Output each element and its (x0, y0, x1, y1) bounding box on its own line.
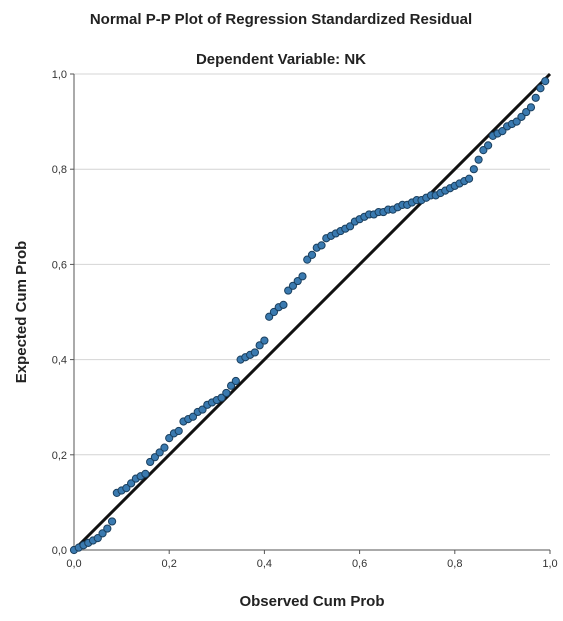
x-axis-title: Observed Cum Prob (239, 593, 384, 610)
data-point (260, 336, 269, 345)
data-point (469, 165, 478, 174)
data-point (155, 448, 164, 457)
data-point (160, 443, 169, 452)
x-tick-label: 1,0 (542, 558, 557, 570)
chart-subtitle: Dependent Variable: NK (196, 51, 366, 68)
data-point (103, 524, 112, 533)
y-axis-title: Expected Cum Prob (13, 241, 30, 384)
data-point (146, 457, 155, 467)
data-point (165, 434, 174, 443)
data-point (536, 84, 545, 93)
x-tick-label: 0,6 (352, 558, 367, 570)
y-tick-labels: 0,0 0,2 0,4 0,6 0,8 1,0 (52, 69, 67, 557)
data-point (512, 117, 521, 126)
data-point (122, 484, 131, 493)
data-point (141, 469, 150, 478)
data-point (127, 479, 136, 488)
data-point (526, 103, 536, 112)
data-point (541, 77, 550, 86)
x-tick-label: 0,4 (257, 558, 272, 570)
data-point (317, 241, 326, 250)
axes (70, 73, 551, 554)
y-tick-label: 0,8 (52, 164, 67, 176)
y-tick-label: 0,0 (52, 545, 67, 557)
data-points (69, 77, 550, 555)
data-point (250, 348, 259, 357)
y-tick-label: 0,2 (52, 450, 67, 462)
x-tick-label: 0,2 (162, 558, 177, 570)
data-point (464, 174, 474, 183)
data-point (522, 107, 531, 117)
y-tick-label: 0,6 (52, 259, 67, 271)
data-point (93, 534, 102, 543)
x-tick-label: 0,0 (66, 558, 81, 570)
data-point (307, 250, 317, 259)
data-point (531, 93, 540, 102)
data-point (217, 393, 226, 402)
data-point (269, 307, 279, 317)
data-point (293, 276, 302, 286)
data-point (498, 127, 507, 136)
data-point (345, 222, 355, 231)
data-point (474, 155, 483, 164)
data-point (174, 426, 183, 436)
y-tick-label: 0,4 (52, 355, 67, 367)
y-tick-label: 1,0 (52, 69, 67, 81)
data-point (284, 286, 293, 295)
data-point (98, 529, 107, 538)
data-point (303, 255, 312, 264)
chart-title: Normal P-P Plot of Regression Standardiz… (90, 11, 472, 28)
x-tick-labels: 0,0 0,2 0,4 0,6 0,8 1,0 (66, 558, 557, 570)
data-point (279, 300, 288, 309)
data-point (231, 376, 240, 386)
data-point (188, 412, 198, 421)
data-point (255, 341, 264, 350)
data-point (479, 146, 488, 155)
data-point (222, 388, 231, 398)
x-tick-label: 0,8 (447, 558, 462, 570)
data-point (150, 453, 160, 462)
data-point (198, 405, 207, 414)
data-point (107, 517, 117, 526)
reference-line (72, 72, 552, 552)
data-point (226, 381, 236, 390)
data-point (298, 272, 307, 281)
data-point (265, 312, 274, 321)
data-point (288, 281, 298, 290)
data-point (517, 112, 526, 121)
data-point (484, 141, 493, 150)
